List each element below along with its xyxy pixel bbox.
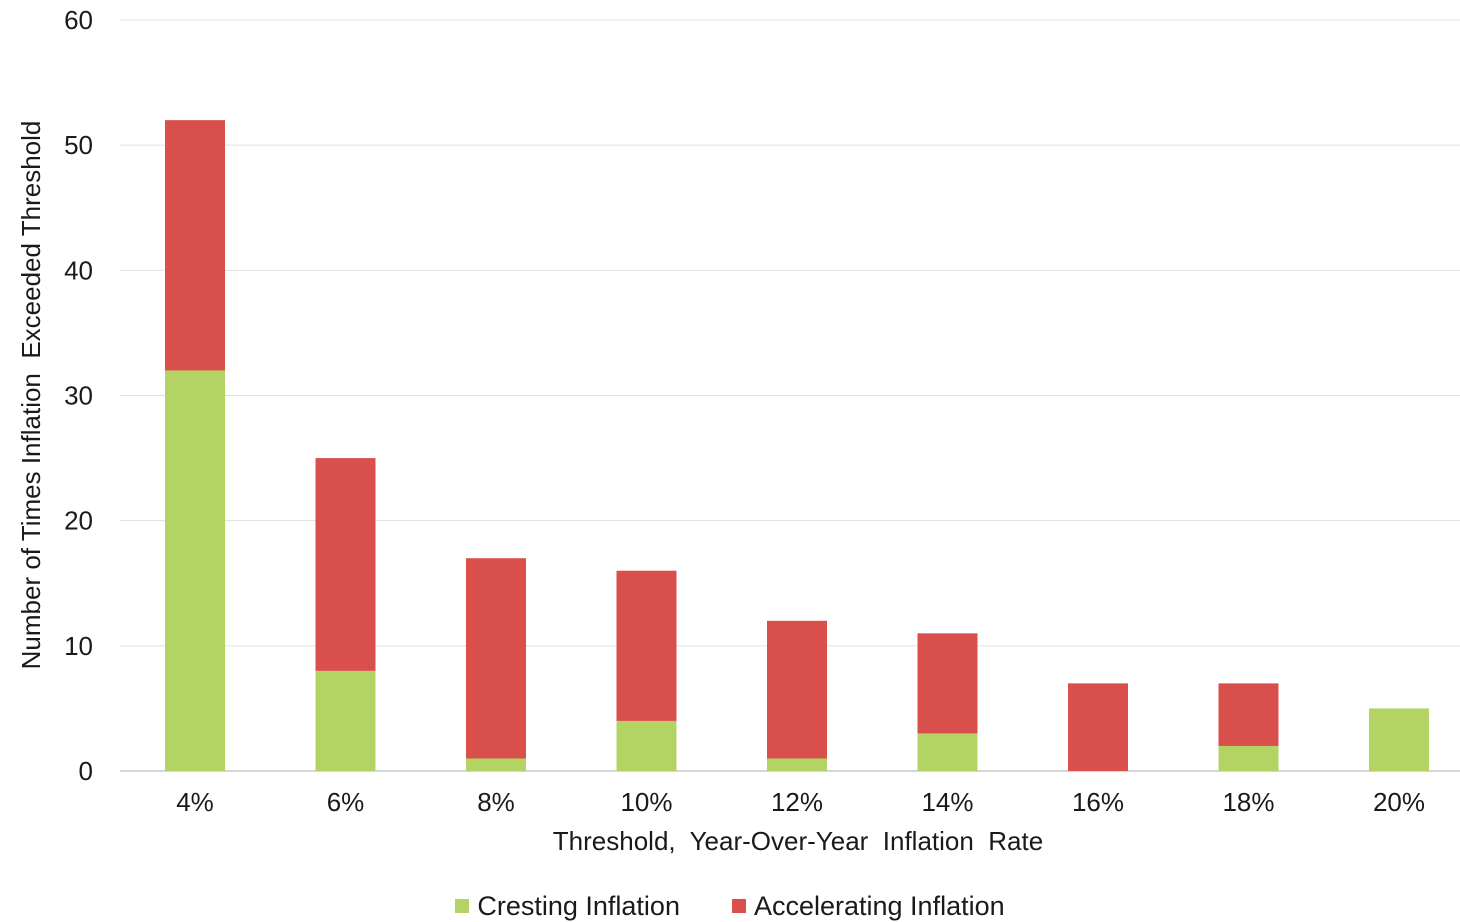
legend-swatch-cresting (455, 899, 470, 913)
x-tick-label: 4% (176, 787, 214, 817)
bar-accelerating (917, 633, 978, 734)
x-axis-title: Threshold, Year-Over-Year Inflation Rate (553, 826, 1043, 856)
legend-label-cresting: Cresting Inflation (477, 890, 680, 921)
y-tick-label: 0 (79, 756, 93, 786)
y-tick-label: 60 (64, 5, 93, 35)
bar-accelerating (165, 120, 225, 371)
bar-cresting (315, 670, 376, 771)
y-tick-label: 30 (64, 381, 93, 411)
y-axis-title: Number of Times Inflation Exceeded Thres… (16, 121, 46, 670)
bar-accelerating (466, 558, 526, 759)
x-tick-label: 10% (620, 787, 672, 817)
legend: Cresting Inflation Accelerating Inflatio… (0, 890, 1460, 922)
bar-cresting (1369, 708, 1429, 771)
y-tick-label: 40 (64, 255, 93, 285)
x-tick-label: 6% (327, 787, 365, 817)
x-tick-label: 8% (477, 787, 515, 817)
x-tick-label: 16% (1072, 787, 1124, 817)
x-tick-label: 12% (771, 787, 823, 817)
y-tick-label: 20 (64, 506, 93, 536)
bar-cresting (1218, 745, 1279, 771)
legend-item-cresting: Cresting Inflation (455, 891, 680, 922)
x-axis-ticks: 4% 6% 8% 10% 12% 14% 16% 18% 20% (176, 787, 1425, 817)
bar-accelerating (315, 458, 376, 671)
bar-cresting (466, 758, 526, 771)
bar-accelerating (1218, 683, 1279, 746)
bar-cresting (165, 370, 225, 771)
bar-cresting (767, 758, 827, 771)
bar-accelerating (616, 570, 677, 721)
y-tick-label: 10 (64, 631, 93, 661)
bar-cresting (616, 720, 677, 771)
stacked-bar-chart: 0 10 20 30 40 50 60 4% 6% 8% 10% 12% 14% 16% 18% 20% T… (16, 5, 1460, 856)
x-tick-label: 18% (1222, 787, 1274, 817)
legend-label-accelerating: Accelerating Inflation (753, 890, 1005, 921)
bar-accelerating (767, 620, 827, 759)
x-tick-label: 14% (921, 787, 973, 817)
bars (165, 120, 1429, 771)
bar-cresting (917, 733, 978, 771)
legend-item-accelerating: Accelerating Inflation (731, 890, 1005, 922)
y-tick-label: 50 (64, 130, 93, 160)
x-tick-label: 20% (1373, 787, 1425, 817)
legend-swatch-accelerating (731, 899, 746, 913)
y-axis-ticks: 0 10 20 30 40 50 60 (64, 5, 93, 786)
bar-accelerating (1068, 683, 1128, 771)
